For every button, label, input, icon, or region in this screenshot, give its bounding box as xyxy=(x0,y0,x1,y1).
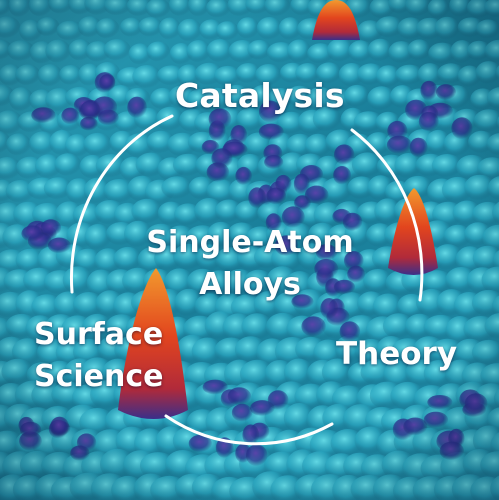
label-catalysis: Catalysis xyxy=(175,76,345,115)
ring-arc-left xyxy=(69,114,174,294)
ring-arc-bottom xyxy=(164,414,334,446)
label-single-atom-alloys: Single-Atom Alloys xyxy=(140,222,360,306)
label-surface-science: Surface Science xyxy=(34,314,164,398)
ring-arc-right xyxy=(350,128,424,302)
label-single-atom: Single-Atom xyxy=(146,225,354,260)
peak-left xyxy=(118,268,188,419)
label-alloys: Alloys xyxy=(199,267,301,302)
peak-right xyxy=(388,188,438,275)
label-theory: Theory xyxy=(336,336,458,372)
label-science: Science xyxy=(34,359,164,394)
peak-top-center xyxy=(312,0,360,40)
label-surface: Surface xyxy=(34,317,164,352)
